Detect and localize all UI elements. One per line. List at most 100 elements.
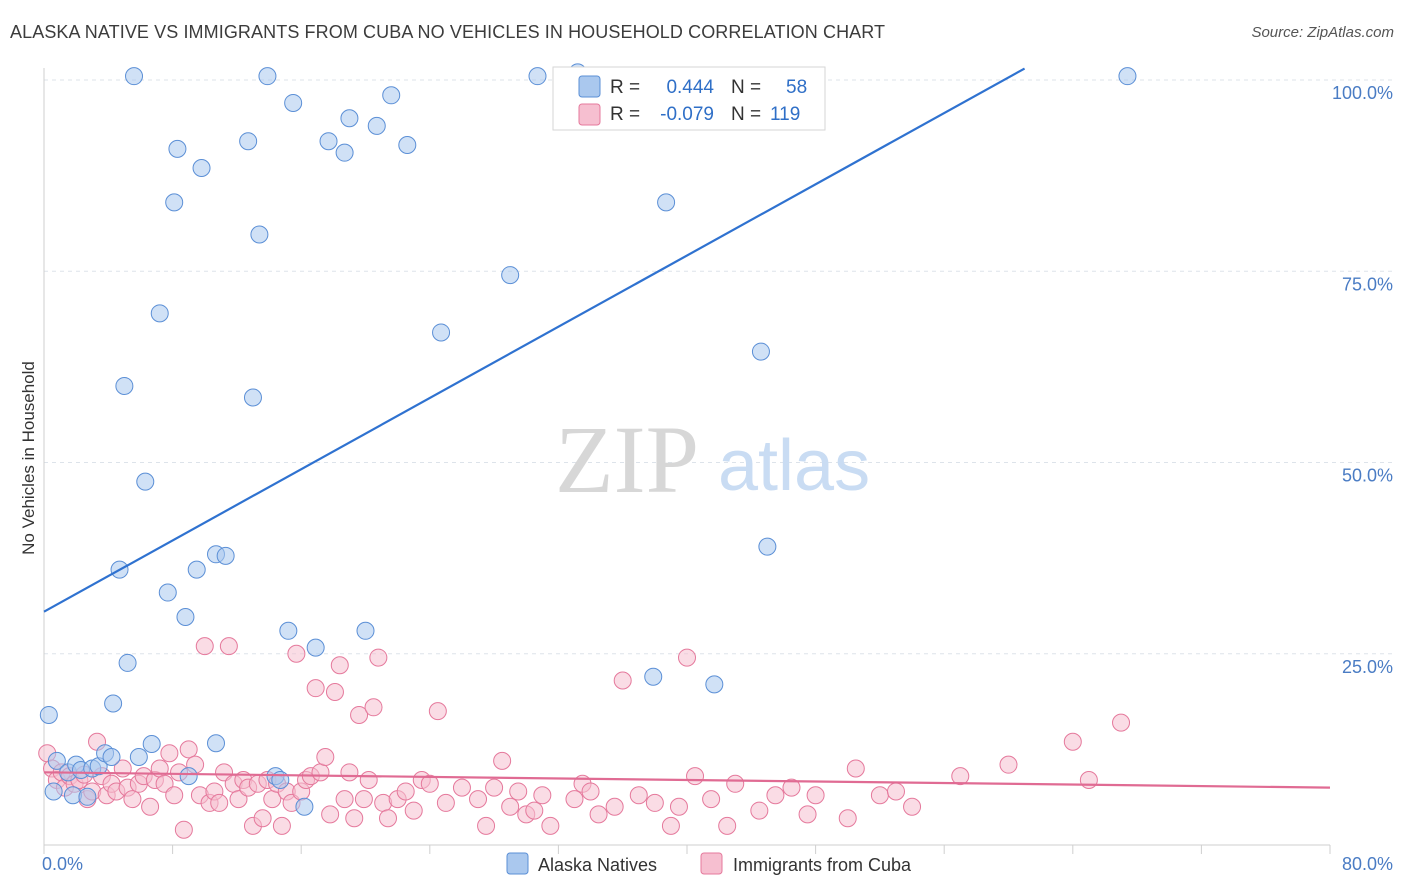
- data-point-cuba: [287, 644, 306, 663]
- legend-r-label-1: R =: [610, 77, 640, 98]
- data-point-cuba: [165, 786, 184, 805]
- trend-line-alaska-natives: [43, 67, 1026, 613]
- data-point-alaska: [279, 621, 298, 640]
- series-alaska-natives: [39, 63, 1137, 816]
- data-point-cuba: [806, 786, 825, 805]
- data-point-cuba: [306, 679, 325, 698]
- data-point-cuba: [669, 797, 688, 816]
- data-point-alaska: [47, 751, 66, 770]
- data-point-cuba: [469, 790, 488, 809]
- data-point-alaska: [142, 735, 161, 754]
- trend-lines: [43, 67, 1331, 789]
- data-point-cuba: [215, 763, 234, 782]
- watermark-atlas: atlas: [718, 426, 870, 506]
- data-point-alaska: [104, 694, 123, 713]
- data-point-alaska: [179, 767, 198, 786]
- data-point-alaska: [306, 638, 325, 657]
- data-point-cuba: [436, 793, 455, 812]
- data-point-cuba: [718, 816, 737, 835]
- data-point-cuba: [350, 705, 369, 724]
- data-point-cuba: [509, 782, 528, 801]
- data-point-alaska: [207, 734, 226, 753]
- data-point-cuba: [766, 786, 785, 805]
- data-point-cuba: [345, 809, 364, 828]
- legend-swatch-blue: [578, 75, 601, 98]
- data-point-alaska: [1118, 67, 1137, 86]
- data-point-alaska: [239, 132, 258, 151]
- data-point-alaska: [115, 377, 134, 395]
- data-point-cuba: [589, 805, 608, 824]
- data-point-cuba: [340, 763, 359, 782]
- x-tick-label: 0.0%: [42, 854, 83, 874]
- legend-r-label-2: R =: [610, 104, 640, 125]
- gridlines: [44, 79, 1392, 655]
- data-point-alaska: [129, 748, 148, 767]
- data-point-alaska: [705, 675, 724, 694]
- data-point-alaska: [284, 93, 303, 112]
- data-point-cuba: [661, 816, 680, 835]
- data-point-alaska: [751, 342, 770, 361]
- data-point-alaska: [192, 158, 211, 177]
- data-point-alaska: [295, 797, 314, 816]
- data-point-cuba: [702, 790, 721, 809]
- series-legend: Alaska Natives Immigrants from Cuba: [506, 852, 912, 875]
- data-point-cuba: [477, 816, 496, 835]
- data-point-cuba: [354, 790, 373, 809]
- data-point-cuba: [686, 767, 705, 786]
- data-point-cuba: [311, 763, 330, 782]
- legend-n-label-1: N =: [731, 77, 761, 98]
- data-point-cuba: [123, 790, 142, 809]
- data-point-cuba: [325, 683, 344, 701]
- legend-label-immigrants-from-cuba: Immigrants from Cuba: [733, 855, 912, 875]
- source-label: Source: ZipAtlas.com: [1251, 24, 1394, 41]
- data-point-cuba: [1112, 713, 1131, 732]
- data-point-alaska: [150, 304, 169, 323]
- data-point-alaska: [340, 109, 359, 128]
- data-point-cuba: [452, 778, 471, 797]
- data-point-cuba: [174, 820, 193, 839]
- data-point-cuba: [141, 797, 160, 816]
- data-point-cuba: [501, 797, 520, 816]
- data-point-cuba: [321, 805, 340, 824]
- data-point-alaska: [398, 136, 417, 155]
- data-point-cuba: [645, 793, 664, 812]
- data-point-cuba: [379, 809, 398, 828]
- legend-n-value-2: 119: [770, 104, 800, 125]
- data-point-cuba: [525, 801, 544, 820]
- correlation-legend: R = 0.444 N = 58 R = -0.079 N = 119: [552, 66, 826, 131]
- legend-swatch-immigrants-from-cuba: [700, 852, 723, 875]
- data-point-cuba: [253, 809, 272, 828]
- data-point-alaska: [382, 86, 401, 105]
- data-point-alaska: [158, 583, 177, 602]
- data-point-cuba: [903, 797, 922, 816]
- series-immigrants-from-cuba: [38, 637, 1131, 839]
- data-point-alaska: [501, 266, 520, 285]
- data-point-cuba: [565, 790, 584, 809]
- data-point-cuba: [229, 790, 248, 809]
- data-point-cuba: [369, 648, 388, 667]
- y-tick-label: 25.0%: [1342, 657, 1393, 677]
- data-point-alaska: [356, 621, 375, 640]
- data-point-alaska: [125, 67, 144, 86]
- data-point-cuba: [316, 748, 335, 767]
- trend-line-immigrants-from-cuba: [43, 771, 1331, 789]
- y-tick-labels: 25.0% 50.0% 75.0% 100.0%: [1332, 83, 1393, 677]
- legend-n-value-1: 58: [786, 77, 807, 98]
- data-point-cuba: [678, 648, 696, 667]
- data-point-cuba: [335, 790, 354, 809]
- data-point-alaska: [118, 653, 137, 672]
- data-point-cuba: [485, 778, 504, 797]
- data-point-alaska: [102, 748, 121, 767]
- legend-n-label-2: N =: [731, 104, 761, 125]
- data-point-cuba: [160, 744, 179, 763]
- x-tick-label: 80.0%: [1342, 854, 1393, 874]
- watermark-zip: ZIP: [555, 406, 699, 513]
- y-tick-label: 100.0%: [1332, 83, 1393, 103]
- chart-title: ALASKA NATIVE VS IMMIGRANTS FROM CUBA NO…: [10, 22, 886, 42]
- data-point-alaska: [165, 193, 184, 212]
- data-point-cuba: [420, 774, 439, 793]
- y-axis-label: No Vehicles in Household: [19, 361, 38, 555]
- data-point-cuba: [605, 797, 624, 816]
- data-point-alaska: [319, 132, 338, 151]
